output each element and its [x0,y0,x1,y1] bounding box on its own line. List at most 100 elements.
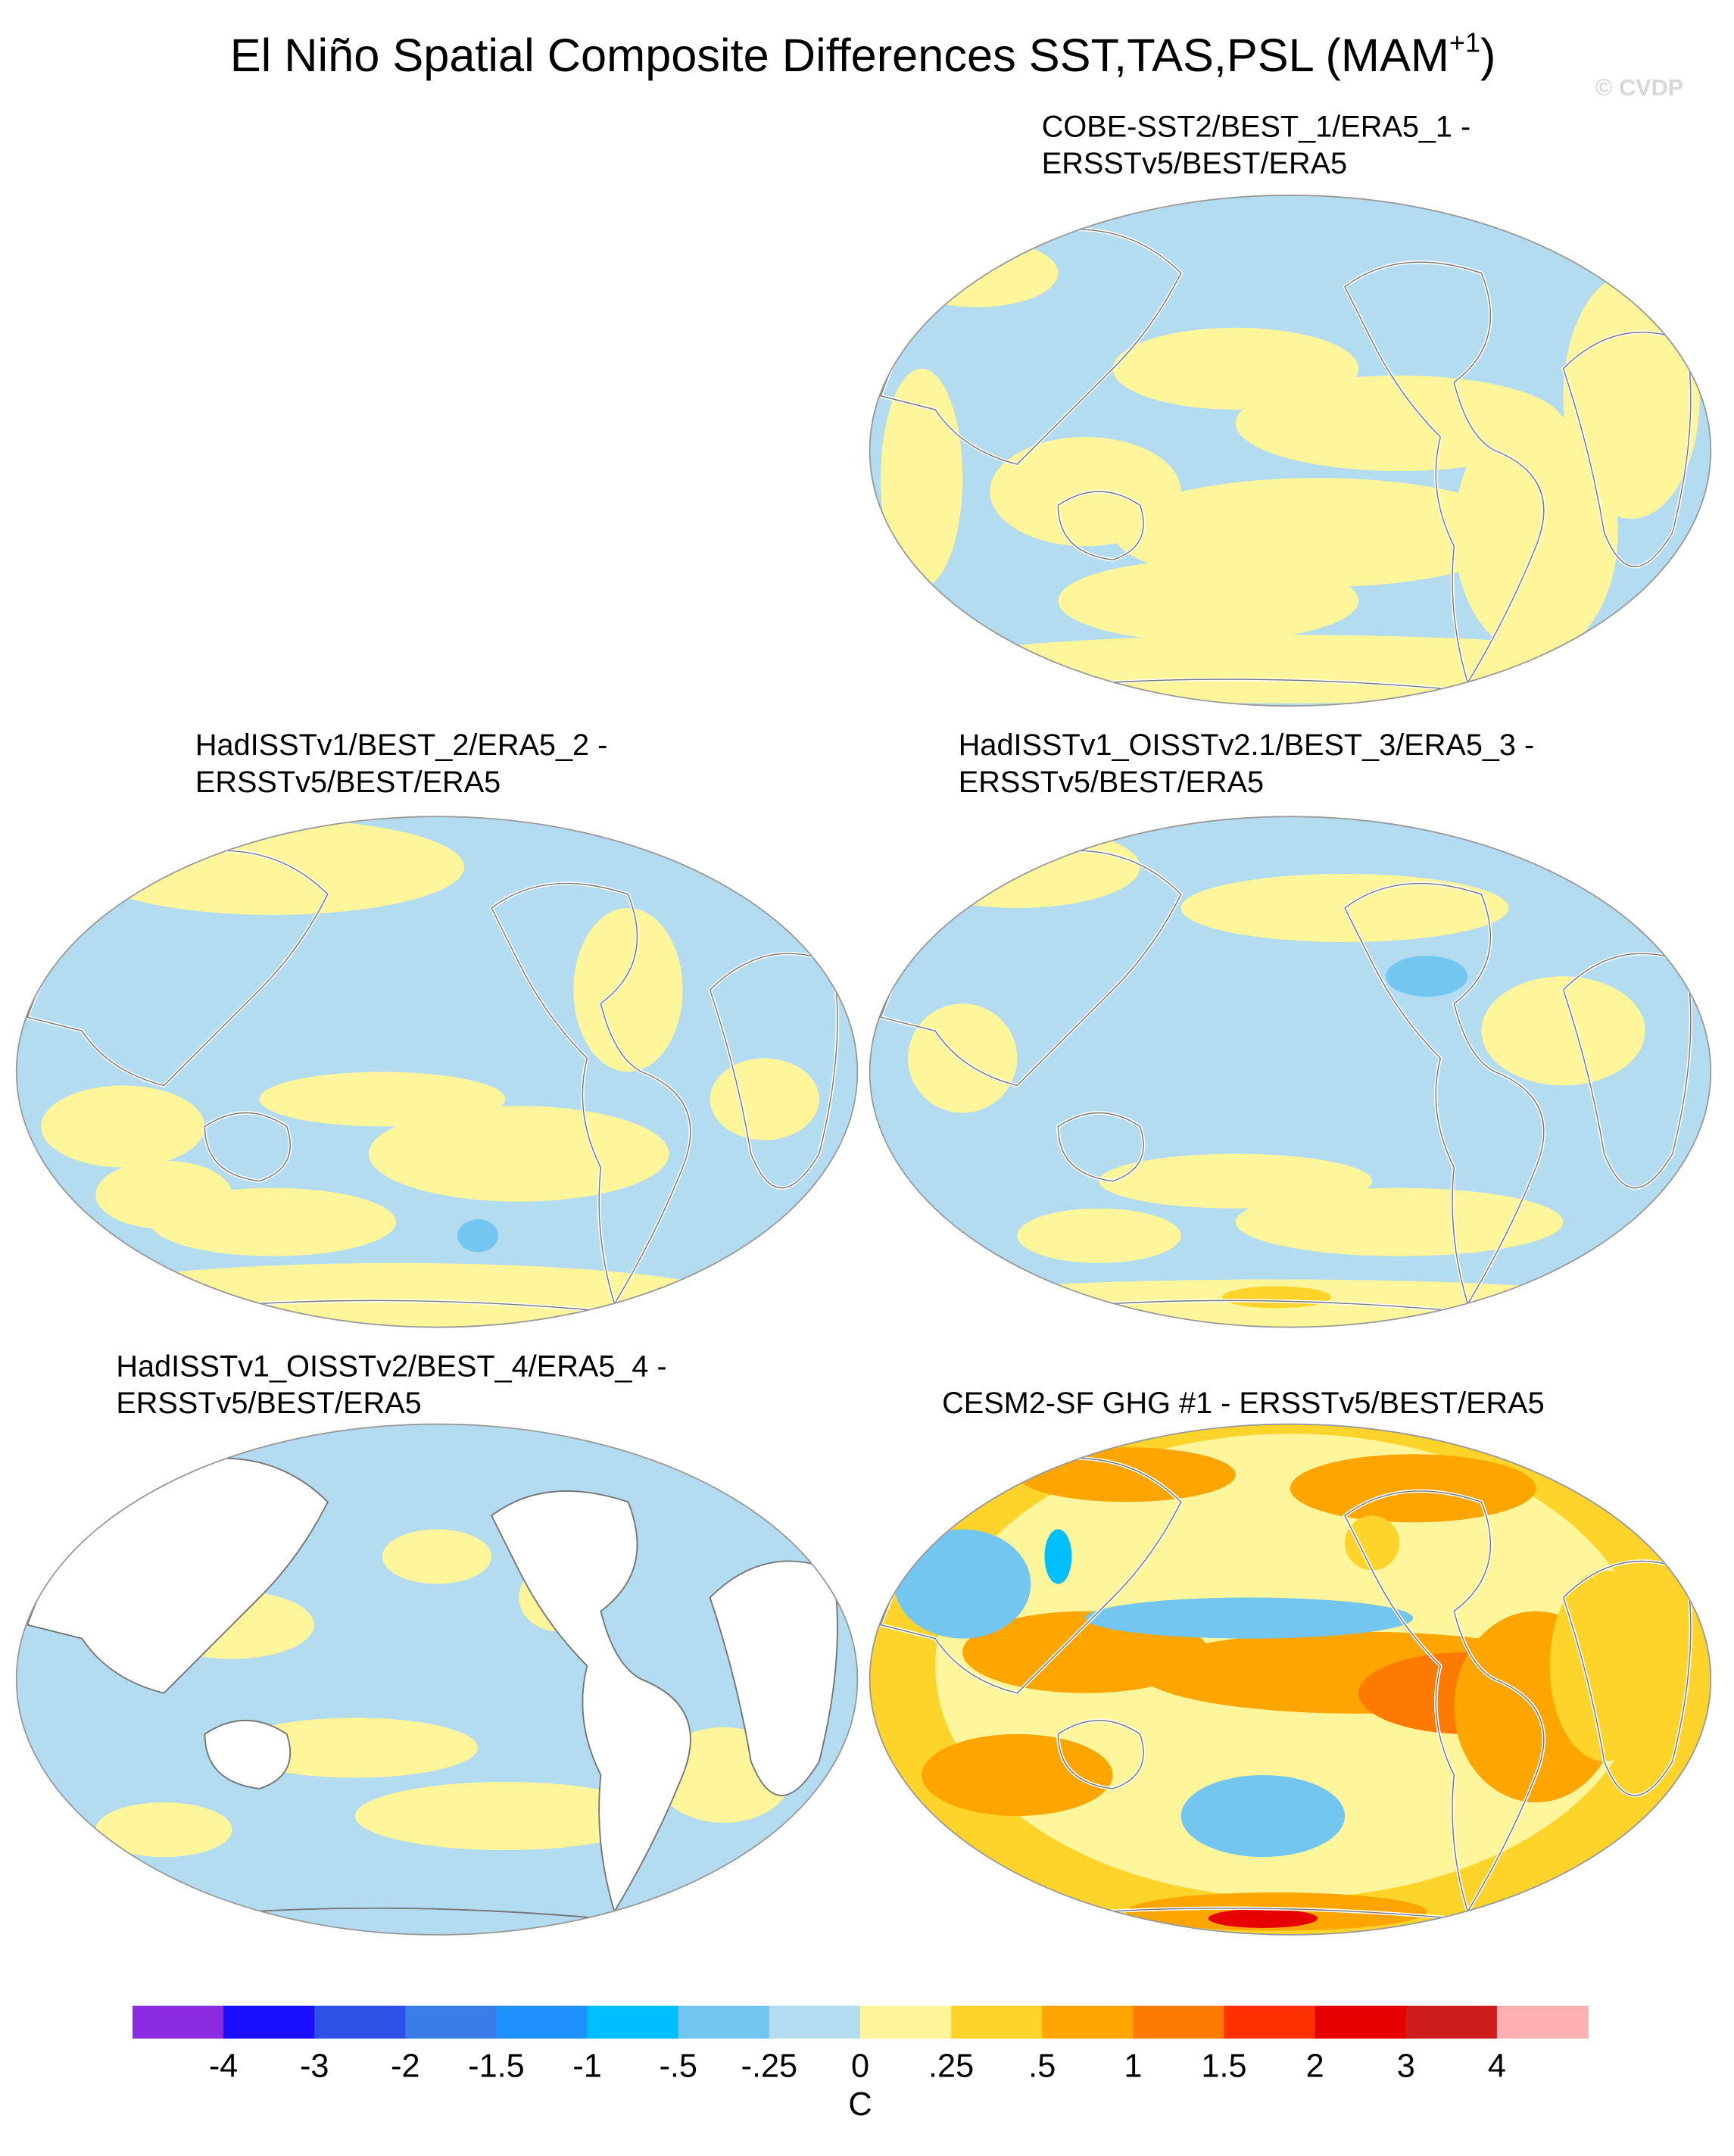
field-region [1563,273,1700,519]
colorbar-tick-label: .5 [1028,2048,1056,2084]
panel-title: HadISSTv1/BEST_2/ERA5_2 - [195,729,607,762]
colorbar-box [1496,2005,1589,2039]
field-region [1208,1908,1318,1928]
field-region [95,1802,232,1858]
colorbar-tick-label: -1.5 [468,2048,525,2084]
colorbar-box [1133,2005,1225,2039]
colorbar-box [678,2005,770,2039]
panel-title: ERSSTv5/BEST/ERA5 [195,766,501,799]
map-border [15,816,859,1328]
field-region [1386,956,1468,997]
title-superscript: +1 [1449,27,1480,58]
map-border [869,1423,1712,1936]
panel-title: ERSSTv5/BEST/ERA5 [1042,147,1347,180]
colorbar-box [496,2005,588,2039]
field-region [368,1106,669,1202]
coastline-edge [1344,882,1545,1306]
colorbar-tick-label: 0 [851,2048,869,2084]
colorbar-tick-label: 4 [1488,2048,1506,2084]
field-region [1085,1597,1414,1639]
field-region [1235,1187,1564,1256]
coastline-edge [491,1490,691,1914]
field-region [232,1718,479,1778]
colorbar-tick-label: 1 [1124,2048,1142,2084]
colorbar-tick-label: 3 [1397,2048,1415,2084]
field-region [457,1219,499,1253]
colorbar-box [951,2005,1043,2039]
coastline-edge [204,1112,291,1182]
colorbar-box [1224,2005,1316,2039]
colorbar-tick-label: .25 [928,2048,974,2084]
field-region [1017,1208,1181,1263]
field-region [1549,1570,1659,1761]
colorbar-box [1315,2005,1407,2039]
map-border [15,1423,859,1936]
field-region [573,908,683,1072]
field-region [1454,409,1618,656]
colorbar-box [405,2005,497,2039]
colorbar-box [769,2005,861,2039]
map [16,816,858,1328]
copyright: © CVDP [1595,75,1683,101]
colorbar-tick-label: -4 [209,2048,238,2084]
colorbar-tick-label: -1 [572,2048,601,2084]
panel-title: HadISSTv1_OISSTv2.1/BEST_3/ERA5_3 - [959,729,1534,762]
map-border [869,194,1712,707]
coastline-edge [709,1560,838,1796]
field-region [1058,560,1359,642]
field-region [1044,1529,1072,1584]
map [869,1424,1711,1935]
coastline-edge [1057,491,1144,560]
field-region [1221,1286,1332,1309]
field-region [928,225,997,267]
field-region [1112,478,1523,588]
colorbar-box [132,2005,224,2039]
colorbar-box [314,2005,407,2039]
panel-title: ERSSTv5/BEST/ERA5 [116,1387,421,1420]
map [16,1424,858,1935]
coastline-edge [1562,332,1692,567]
coastline-edge [491,882,691,1306]
colorbar-tick-label: 1.5 [1201,2048,1246,2084]
field-region [1481,976,1645,1086]
colorbar-box [223,2005,316,2039]
coastline-edge [1562,1560,1692,1796]
field-region [894,239,1059,307]
field-region [894,825,1140,909]
panel-title: COBE-SST2/BEST_1/ERA5_1 - [1042,110,1470,143]
field-region [82,819,465,916]
field-region [41,1262,751,1328]
panel-title: HadISSTv1_OISSTv2/BEST_4/ERA5_4 - [116,1349,666,1383]
colorbar-tick-label: -2 [391,2048,419,2084]
panel-title: ERSSTv5/BEST/ERA5 [959,766,1264,799]
colorbar-box [1042,2005,1134,2039]
map [869,195,1711,707]
field-region [1345,1515,1400,1571]
coastline-edge [1562,953,1692,1189]
field-region [1017,1447,1236,1502]
field-region [41,1085,205,1168]
field-region [382,1529,492,1584]
field-region [710,1058,819,1140]
panel-title: CESM2-SF GHG #1 - ERSSTv5/BEST/ERA5 [942,1387,1545,1420]
field-region [1180,1774,1346,1858]
colorbar-box [859,2005,953,2039]
colorbar-tick-label: -.5 [659,2048,697,2084]
colorbar-label: C [848,2086,872,2123]
coastline-edge [204,1720,291,1789]
coastline-edge [1344,1490,1545,1914]
field-region [1290,1454,1536,1523]
figure-title: El Niño Spatial Composite Differences SS… [230,27,1496,81]
field-region [354,1781,656,1851]
coastline-edge [709,953,838,1189]
title-main: El Niño Spatial Composite Differences SS… [230,30,1449,81]
coastline-edge [1344,261,1545,685]
field-region [894,1529,1031,1639]
colorbar-box [1405,2005,1498,2039]
field-region [908,635,1673,704]
field-region [881,368,963,588]
colorbar-tick-label: -.25 [741,2048,798,2084]
coastline-edge [1057,1720,1144,1789]
map-border [869,816,1712,1328]
